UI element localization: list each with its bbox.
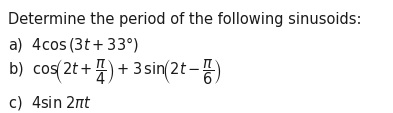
Text: c)  $4\mathrm{sin}\;2\pi t$: c) $4\mathrm{sin}\;2\pi t$ — [8, 93, 92, 111]
Text: Determine the period of the following sinusoids:: Determine the period of the following si… — [8, 12, 362, 27]
Text: a)  $4\mathrm{cos}\,(3t + 33°)$: a) $4\mathrm{cos}\,(3t + 33°)$ — [8, 35, 139, 54]
Text: b)  $\mathrm{cos}\!\left(2t + \dfrac{\pi}{4}\right) + 3\,\mathrm{sin}\!\left(2t : b) $\mathrm{cos}\!\left(2t + \dfrac{\pi}… — [8, 56, 222, 86]
